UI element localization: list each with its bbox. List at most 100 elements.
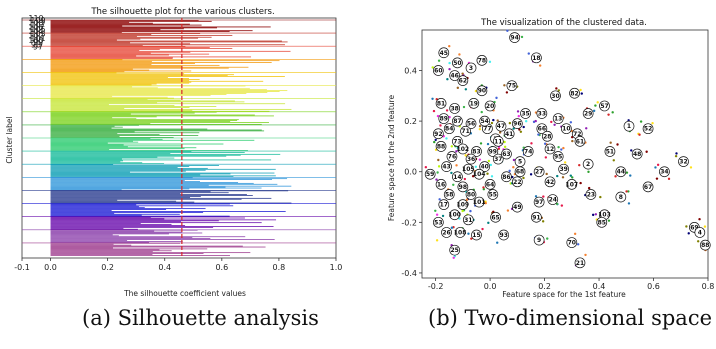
data-point — [433, 140, 436, 144]
data-point — [687, 232, 690, 235]
chart-title: The silhouette plot for the various clus… — [90, 7, 274, 17]
silhouette-bar — [50, 182, 239, 183]
silhouette-bar — [50, 99, 181, 101]
data-point — [435, 213, 439, 216]
silhouette-chart: The silhouette plot for the various clus… — [5, 7, 342, 298]
cluster-center — [484, 100, 496, 112]
silhouette-bar — [50, 182, 254, 184]
cluster-center-label: 29 — [584, 111, 592, 118]
silhouette-bar — [50, 113, 131, 115]
silhouette-bar — [50, 144, 124, 146]
data-point — [587, 170, 590, 174]
silhouette-bar — [50, 87, 158, 89]
data-point — [579, 88, 582, 92]
data-point — [463, 177, 467, 181]
cluster-center-label: 38 — [451, 105, 459, 112]
data-point — [571, 176, 574, 179]
silhouette-bar — [50, 79, 190, 81]
data-point — [478, 127, 482, 131]
silhouette-bar — [50, 77, 168, 78]
cluster-center — [501, 148, 512, 160]
silhouette-bar — [50, 133, 118, 135]
cluster-center — [596, 216, 608, 228]
silhouette-bar — [50, 200, 177, 202]
cluster-center — [441, 227, 452, 238]
data-point — [452, 183, 455, 187]
cluster-center-label: 13 — [554, 116, 562, 123]
silhouette-bar — [50, 218, 165, 220]
silhouette-bar — [50, 80, 264, 82]
silhouette-bar — [50, 106, 217, 107]
silhouette-bar — [50, 230, 155, 232]
cluster-center — [449, 103, 461, 114]
caption-silhouette: (a) Silhouette analysis — [82, 306, 319, 330]
cluster-center-label: 76 — [448, 154, 456, 161]
x-tick-label: 0.8 — [273, 263, 286, 272]
data-point — [512, 158, 516, 162]
silhouette-bar — [50, 75, 228, 77]
data-point — [446, 78, 449, 81]
cluster-center-label: 31 — [464, 217, 472, 224]
silhouette-bar — [50, 167, 208, 169]
cluster-center — [585, 189, 597, 200]
silhouette-bar — [50, 192, 229, 194]
silhouette-bar — [50, 36, 212, 38]
data-point — [489, 163, 493, 167]
silhouette-bar — [50, 65, 183, 67]
silhouette-bar — [50, 59, 123, 61]
data-point — [674, 154, 678, 158]
data-point — [534, 119, 537, 123]
silhouette-bar — [50, 58, 173, 60]
data-point — [431, 97, 434, 100]
cluster-center — [623, 120, 635, 132]
data-point — [452, 256, 455, 260]
cluster-center-label: 39 — [559, 166, 567, 173]
silhouette-bar — [50, 55, 137, 57]
cluster-center — [457, 143, 469, 155]
silhouette-bar — [50, 128, 208, 130]
data-point — [448, 61, 451, 65]
silhouette-panel: The silhouette plot for the various clus… — [5, 7, 342, 298]
data-point — [560, 204, 564, 207]
data-point — [627, 190, 630, 193]
cluster-center-label: 64 — [486, 181, 494, 188]
cluster-center — [492, 153, 504, 165]
cluster-center — [522, 146, 534, 157]
cluster-center — [460, 125, 471, 137]
cluster-center-label: 84 — [445, 126, 453, 133]
y-axis-label: Feature space for the 2nd feature — [387, 94, 396, 221]
cluster-center-label: 46 — [451, 73, 459, 80]
silhouette-bar — [50, 169, 206, 171]
scatter-chart: The visualization of the clustered data.… — [387, 18, 714, 299]
cluster-center-label: 91 — [532, 214, 540, 221]
silhouette-bar — [50, 196, 201, 197]
data-point — [534, 195, 538, 198]
cluster-center — [473, 168, 485, 180]
cluster-center — [694, 227, 706, 238]
data-point — [467, 232, 470, 235]
silhouette-bar — [50, 227, 124, 229]
silhouette-bar — [50, 132, 200, 134]
cluster-center-label: 26 — [442, 229, 450, 236]
data-point — [614, 175, 617, 178]
data-point — [579, 181, 582, 185]
silhouette-bar — [50, 202, 292, 204]
cluster-center — [462, 214, 474, 226]
silhouette-bar — [50, 108, 125, 109]
silhouette-bar — [50, 20, 199, 21]
data-point — [527, 52, 530, 55]
silhouette-bar — [50, 164, 114, 166]
cluster-center-label: 90 — [478, 88, 486, 95]
silhouette-bar — [50, 117, 113, 119]
silhouette-bar — [50, 206, 139, 208]
data-point — [445, 109, 449, 112]
data-point — [481, 227, 484, 231]
silhouette-bar — [50, 137, 174, 138]
data-point — [611, 111, 614, 114]
silhouette-bar — [50, 252, 251, 254]
data-point — [438, 198, 441, 201]
silhouette-bar — [50, 198, 242, 200]
data-point — [607, 113, 610, 116]
plot-frame — [421, 29, 709, 279]
data-point — [542, 195, 545, 198]
